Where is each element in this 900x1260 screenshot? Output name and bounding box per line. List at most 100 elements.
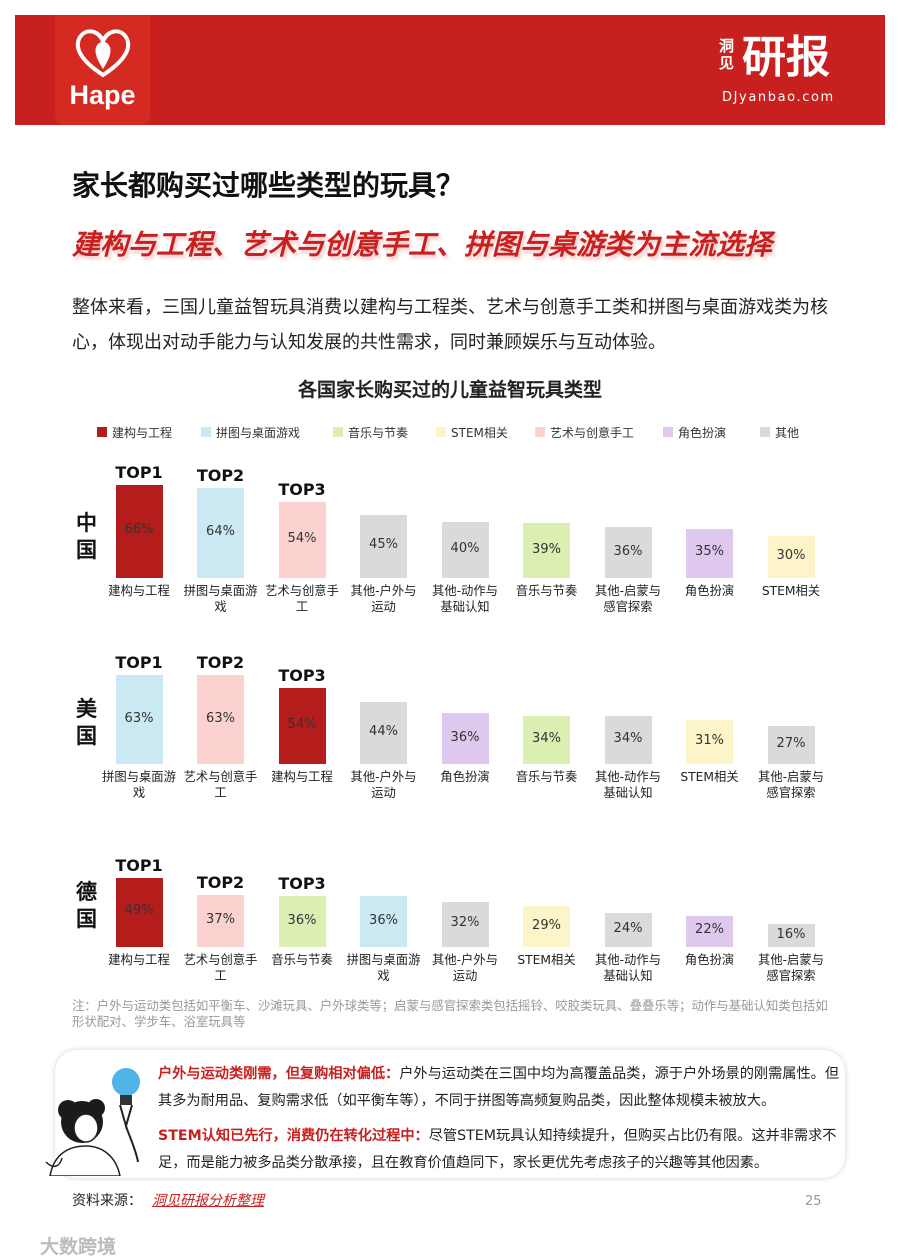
category-label: 音乐与节奏 — [271, 953, 333, 967]
country-label: 德国 — [76, 880, 97, 931]
bar — [523, 523, 570, 578]
value-label: 63% — [206, 710, 235, 726]
category-label: 艺术与创意手工 — [265, 584, 339, 614]
value-label: 36% — [369, 912, 398, 928]
value-label: 34% — [613, 731, 643, 747]
category-label: STEM相关 — [517, 953, 576, 967]
bar — [767, 725, 815, 764]
chart-title: 各国家长购买过的儿童益智玩具类型 — [297, 379, 602, 401]
brand-small: 洞见 — [719, 37, 735, 72]
bar — [767, 535, 815, 578]
value-label: 36% — [287, 912, 317, 928]
value-label: 36% — [450, 729, 480, 745]
category-label: 其他-户外与运动 — [350, 584, 417, 614]
legend-swatch — [663, 427, 673, 437]
insight-lead: 户外与运动类刚需，但复购相对偏低： — [158, 1066, 400, 1082]
value-label: 29% — [532, 917, 561, 933]
brand-large: 研报 — [742, 32, 830, 83]
page-number: 25 — [805, 1194, 822, 1209]
bar — [360, 896, 407, 947]
legend-swatch — [436, 427, 446, 437]
top-label: TOP3 — [278, 665, 326, 685]
category-label: 角色扮演 — [684, 584, 735, 598]
bar — [686, 720, 733, 764]
bar — [604, 527, 652, 578]
bar — [197, 487, 244, 578]
top-label: TOP2 — [196, 653, 245, 673]
value-label: 54% — [287, 716, 317, 732]
header-band — [15, 15, 885, 125]
legend-label: STEM相关 — [451, 426, 508, 440]
bar — [197, 894, 244, 947]
insight-text: 尽管STEM玩具认知持续提升，但购买占比仍有限。这并非需求不足，而是能力被多品类… — [158, 1128, 837, 1171]
source-label: 资料来源： — [72, 1193, 142, 1209]
value-label: 22% — [695, 922, 724, 938]
category-label: 建构与工程 — [108, 953, 170, 967]
bar — [360, 514, 407, 578]
bar — [278, 896, 326, 947]
bar — [441, 521, 489, 578]
legend-label: 角色扮演 — [678, 426, 727, 440]
intro: 整体来看，三国儿童益智玩具消费以建构与工程类、艺术与创意手工类和拼图与桌面游戏类… — [72, 297, 828, 353]
bar — [278, 501, 326, 578]
value-label: 27% — [776, 735, 806, 751]
value-label: 54% — [287, 530, 317, 546]
legend-label: 艺术与创意手工 — [550, 426, 635, 440]
legend-swatch — [333, 427, 343, 437]
top-label: TOP1 — [115, 855, 163, 875]
category-label: 拼图与桌面游戏 — [346, 953, 421, 983]
category-label: 艺术与创意手工 — [183, 770, 258, 800]
insight-1: 户外与运动类刚需，但复购相对偏低：户外与运动类在三国中均为高覆盖品类，源于户外场… — [158, 1061, 846, 1115]
bar — [604, 913, 652, 947]
value-label: 63% — [124, 710, 154, 726]
value-label: 36% — [613, 543, 643, 559]
category-label: 角色扮演 — [684, 953, 735, 967]
value-label: 35% — [695, 544, 724, 560]
bar — [523, 716, 570, 764]
country-label: 中国 — [76, 511, 97, 562]
bar — [360, 701, 407, 764]
value-label: 30% — [776, 547, 806, 563]
bar — [686, 528, 733, 578]
note: 注：户外与运动类包括如平衡车、沙滩玩具、户外球类等；启蒙与感官探索类包括摇铃、咬… — [72, 998, 828, 1029]
subtitle: 建构与工程、艺术与创意手工、拼图与桌游类为主流选择 — [72, 228, 773, 261]
logo-heart — [75, 29, 131, 78]
category-label: 其他-户外与运动 — [432, 953, 498, 983]
bar — [115, 484, 163, 578]
category-label: STEM相关 — [680, 770, 739, 784]
category-label: 其他-动作与基础认知 — [595, 770, 661, 800]
category-label: 音乐与节奏 — [515, 770, 578, 784]
bar — [197, 675, 244, 764]
illustration — [45, 1068, 140, 1176]
insight-text: 户外与运动类在三国中均为高覆盖品类，源于户外场景的刚需属性。但其多为耐用品、复购… — [158, 1066, 840, 1109]
category-label: 其他-启蒙与感官探索 — [758, 953, 824, 983]
top-label: TOP1 — [115, 462, 163, 482]
value-label: 37% — [206, 911, 235, 927]
legend-swatch — [97, 427, 107, 437]
value-label: 16% — [776, 926, 806, 942]
category-label: 其他-动作与基础认知 — [432, 584, 498, 614]
category-label: 建构与工程 — [108, 584, 170, 598]
category-label: 拼图与桌面游戏 — [102, 770, 176, 800]
category-label: STEM相关 — [761, 584, 821, 598]
category-label: 角色扮演 — [440, 770, 490, 784]
category-label: 音乐与节奏 — [515, 584, 578, 598]
category-label: 建构与工程 — [271, 770, 333, 784]
category-label: 其他-动作与基础认知 — [595, 953, 661, 983]
top-label: TOP2 — [196, 872, 245, 892]
category-label: 其他-启蒙与感官探索 — [758, 770, 824, 800]
bar — [441, 901, 489, 947]
bar — [278, 687, 326, 764]
country-label: 美国 — [76, 697, 97, 748]
legend-label: 建构与工程 — [112, 426, 173, 440]
value-label: 66% — [124, 522, 154, 538]
legend-swatch — [760, 427, 770, 437]
logo-text: Hape — [69, 80, 136, 110]
value-label: 34% — [532, 731, 561, 747]
value-label: 40% — [450, 540, 480, 556]
legend-swatch — [201, 427, 211, 437]
top-label: TOP2 — [196, 465, 245, 485]
value-label: 44% — [369, 723, 398, 739]
insight-lead: STEM认知已先行，消费仍在转化过程中： — [158, 1128, 429, 1144]
